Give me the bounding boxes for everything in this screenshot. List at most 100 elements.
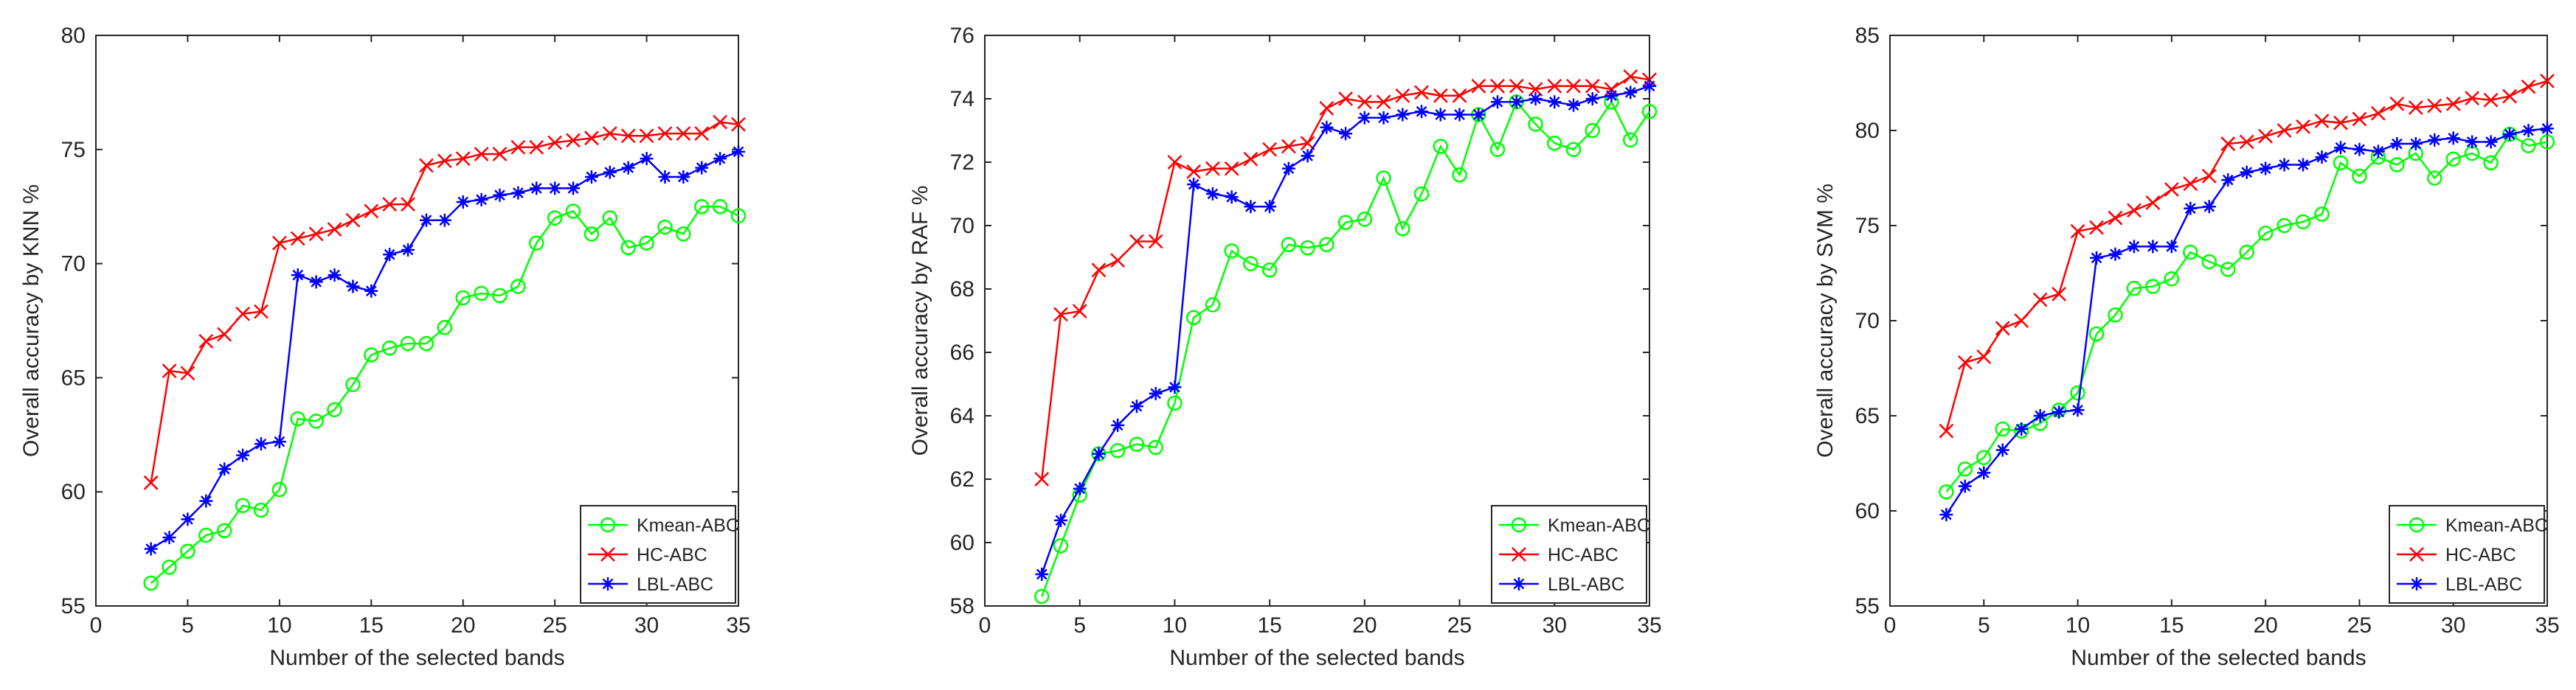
data-point bbox=[2164, 271, 2180, 287]
data-point bbox=[510, 139, 526, 155]
y-tick-label: 60 bbox=[61, 480, 86, 504]
data-point bbox=[639, 235, 654, 251]
x-tick-label: 30 bbox=[634, 613, 659, 638]
data-point bbox=[602, 210, 618, 226]
data-point bbox=[2352, 168, 2367, 184]
data-point bbox=[2239, 134, 2254, 150]
data-point bbox=[2315, 150, 2329, 164]
legend-item-hc-abc: HC-ABC bbox=[2397, 545, 2516, 565]
data-point bbox=[1225, 190, 1239, 204]
data-point bbox=[732, 144, 745, 158]
data-point bbox=[328, 268, 342, 282]
data-point bbox=[2484, 135, 2498, 149]
legend-item-kmean-abc: Kmean-ABC bbox=[588, 515, 739, 536]
data-point bbox=[657, 219, 673, 235]
data-point bbox=[2390, 137, 2404, 151]
data-point bbox=[2257, 226, 2274, 241]
data-point bbox=[437, 153, 452, 169]
data-point bbox=[2521, 124, 2535, 137]
data-point bbox=[401, 197, 415, 212]
legend-marker bbox=[1512, 577, 1526, 590]
data-point bbox=[1148, 234, 1163, 249]
data-point bbox=[492, 288, 508, 304]
data-point bbox=[1433, 139, 1449, 154]
y-tick-label: 75 bbox=[61, 138, 86, 162]
x-tick-label: 15 bbox=[2159, 613, 2184, 638]
series-line bbox=[1041, 85, 1650, 575]
legend-item-lbl-abc: LBL-ABC bbox=[588, 574, 713, 595]
x-tick-label: 0 bbox=[979, 613, 991, 638]
data-point bbox=[1205, 161, 1220, 176]
data-point bbox=[1357, 212, 1373, 227]
data-point bbox=[1939, 508, 1953, 522]
legend-item-lbl-abc: LBL-ABC bbox=[2397, 574, 2522, 595]
data-point bbox=[327, 222, 342, 237]
data-point bbox=[1053, 307, 1068, 322]
x-tick-label: 5 bbox=[181, 613, 194, 638]
data-point bbox=[1976, 349, 1992, 364]
data-point bbox=[455, 290, 471, 306]
data-point bbox=[290, 411, 305, 427]
y-tick-label: 80 bbox=[61, 24, 86, 48]
x-tick-label: 20 bbox=[2253, 613, 2277, 638]
y-tick-label: 65 bbox=[1855, 404, 1880, 428]
data-point bbox=[1185, 310, 1202, 325]
data-point bbox=[180, 543, 195, 559]
data-point bbox=[2465, 135, 2479, 149]
data-point bbox=[1129, 234, 1144, 249]
data-point bbox=[2145, 195, 2161, 210]
legend-label: HC-ABC bbox=[2445, 545, 2516, 565]
data-point bbox=[2521, 138, 2536, 153]
data-point bbox=[1453, 108, 1467, 122]
data-point bbox=[1337, 215, 1354, 230]
data-point bbox=[1433, 108, 1447, 122]
data-point bbox=[2015, 422, 2029, 436]
data-point bbox=[2502, 88, 2517, 104]
data-point bbox=[271, 235, 287, 251]
y-tick-label: 55 bbox=[61, 594, 86, 618]
data-point bbox=[1452, 88, 1467, 103]
data-point bbox=[474, 192, 488, 206]
data-point bbox=[2408, 100, 2423, 115]
data-point bbox=[2276, 217, 2292, 234]
data-point bbox=[2314, 206, 2330, 222]
data-point bbox=[1319, 237, 1334, 253]
data-point bbox=[2071, 403, 2085, 417]
data-point bbox=[1509, 95, 1523, 109]
data-point bbox=[1623, 69, 1638, 84]
y-tick-label: 60 bbox=[1855, 499, 1880, 523]
data-point bbox=[1548, 95, 1562, 109]
data-point bbox=[1129, 436, 1145, 452]
data-point bbox=[308, 413, 324, 429]
data-point bbox=[2089, 220, 2104, 235]
data-point bbox=[2539, 134, 2555, 150]
series-lbl-abc bbox=[144, 144, 745, 556]
legend-label: Kmean-ABC bbox=[2445, 515, 2548, 536]
data-point bbox=[2389, 157, 2405, 172]
data-point bbox=[658, 170, 672, 184]
data-point bbox=[400, 335, 416, 352]
y-tick-label: 75 bbox=[1855, 214, 1880, 238]
data-point bbox=[2126, 280, 2142, 296]
data-point bbox=[2127, 203, 2142, 218]
data-point bbox=[1148, 439, 1163, 456]
legend-label: HC-ABC bbox=[637, 545, 707, 565]
data-point bbox=[1035, 568, 1049, 581]
data-point bbox=[1073, 481, 1087, 495]
x-tick-label: 20 bbox=[1352, 613, 1377, 638]
y-tick-label: 58 bbox=[950, 594, 974, 618]
data-point bbox=[511, 186, 525, 200]
data-point bbox=[181, 512, 195, 526]
data-point bbox=[547, 210, 563, 226]
data-point bbox=[2333, 141, 2347, 155]
data-point bbox=[2088, 326, 2105, 342]
data-point bbox=[1528, 116, 1543, 132]
data-point bbox=[731, 116, 746, 132]
data-point bbox=[2183, 176, 2198, 192]
legend-marker bbox=[1512, 547, 1526, 562]
legend-marker bbox=[600, 517, 616, 533]
legend-item-lbl-abc: LBL-ABC bbox=[1499, 574, 1624, 595]
data-point bbox=[566, 133, 581, 148]
y-tick-label: 60 bbox=[950, 531, 974, 555]
data-point bbox=[254, 304, 269, 319]
